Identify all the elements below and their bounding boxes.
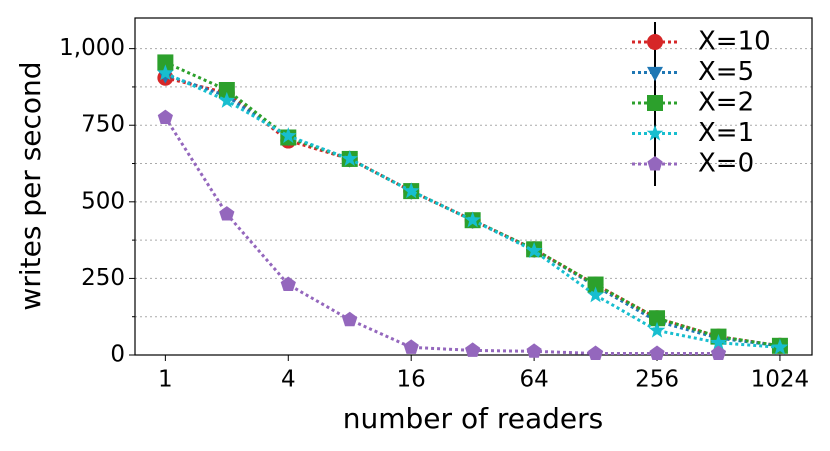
- marker: [710, 333, 727, 350]
- marker: [587, 276, 604, 293]
- marker: [403, 339, 419, 354]
- marker: [710, 345, 727, 360]
- y-axis-label: writes per second: [14, 61, 47, 310]
- marker: [218, 81, 235, 98]
- marker: [649, 345, 665, 360]
- marker: [646, 124, 664, 141]
- y-tick-label: 750: [81, 112, 125, 138]
- marker: [342, 311, 358, 327]
- marker: [402, 182, 420, 199]
- marker: [218, 91, 236, 108]
- x-tick-label: 1: [158, 367, 173, 393]
- x-tick-label: 256: [635, 367, 679, 393]
- marker: [280, 276, 296, 292]
- marker: [647, 95, 663, 111]
- marker: [157, 54, 174, 71]
- marker: [525, 242, 543, 258]
- legend-label: X=2: [698, 88, 754, 118]
- y-tick-label: 500: [81, 188, 125, 214]
- marker: [649, 310, 666, 327]
- x-tick-label: 64: [519, 367, 548, 393]
- series-line: [164, 71, 781, 349]
- marker: [647, 34, 663, 50]
- series-line: [164, 116, 719, 355]
- legend-label: X=1: [698, 118, 754, 148]
- legend-label: X=0: [698, 149, 754, 179]
- marker: [526, 343, 542, 358]
- marker: [156, 64, 174, 81]
- marker: [648, 321, 666, 338]
- x-tick-label: 4: [281, 367, 296, 393]
- x-tick-label: 1024: [751, 367, 810, 393]
- marker: [771, 338, 789, 355]
- marker: [587, 286, 604, 303]
- series-line: [164, 73, 781, 348]
- legend-label: X=5: [698, 57, 754, 87]
- marker: [219, 206, 235, 221]
- y-tick-label: 0: [110, 342, 125, 368]
- marker: [647, 156, 663, 171]
- legend: X=10X=5X=2X=1X=0: [632, 22, 771, 186]
- x-axis-label: number of readers: [343, 402, 603, 435]
- marker: [341, 150, 359, 167]
- marker: [464, 211, 482, 228]
- marker: [157, 109, 173, 125]
- y-tick-label: 250: [81, 265, 125, 291]
- x-tick-label: 16: [397, 367, 426, 393]
- marker: [279, 127, 297, 144]
- marker: [587, 345, 604, 360]
- marker: [647, 66, 663, 82]
- legend-label: X=10: [698, 27, 771, 57]
- marker: [465, 342, 481, 357]
- series-line: [164, 61, 781, 348]
- y-tick-label: 1,000: [59, 35, 125, 61]
